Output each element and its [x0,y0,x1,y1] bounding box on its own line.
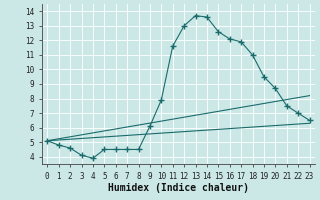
X-axis label: Humidex (Indice chaleur): Humidex (Indice chaleur) [108,183,249,193]
